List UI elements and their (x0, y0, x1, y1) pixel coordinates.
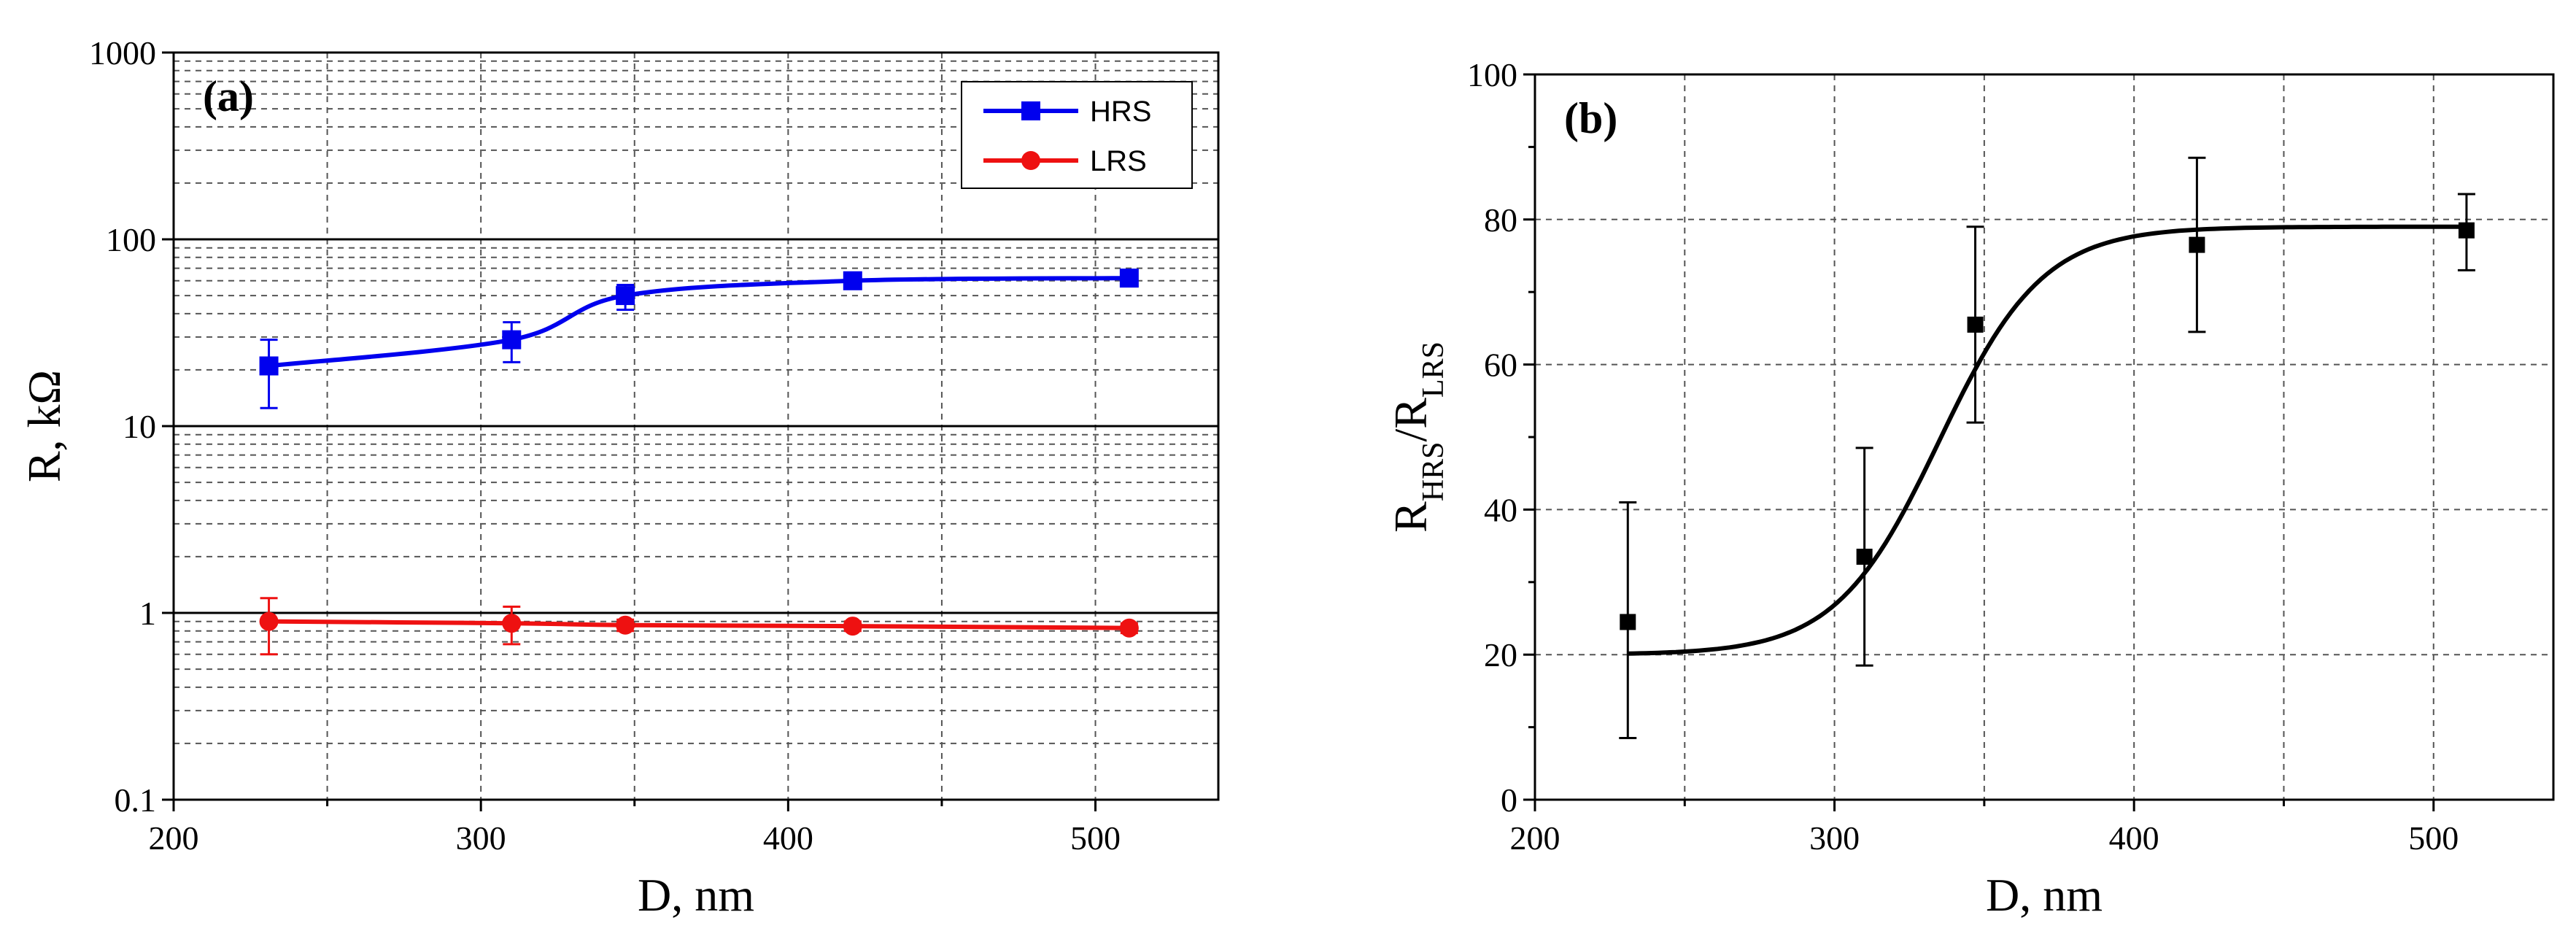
panel-b-ylabel-main: R (1385, 501, 1436, 533)
panel-a-label: (a) (203, 72, 254, 120)
panel-b-xtick-label: 200 (1510, 819, 1560, 857)
panel-a-lrs-point (616, 615, 635, 635)
panel-b-ytick-label: 20 (1484, 636, 1517, 673)
panel-a-xtick-label: 300 (456, 819, 506, 857)
panel-a-lrs-point (502, 614, 522, 633)
panel-a-hrs-point (502, 330, 522, 350)
panel-a-hrs-point (843, 271, 862, 290)
panel-a-lrs-point (1119, 618, 1139, 638)
panel-a-ytick-label: 0.1 (115, 781, 157, 819)
panel-a-legend: HRS LRS (961, 81, 1193, 189)
panel-a-ytick-label: 1 (139, 595, 156, 632)
panel-b-xtick-label: 400 (2109, 819, 2159, 857)
panel-b-ytick-label: 80 (1484, 201, 1517, 239)
legend-hrs-marker (1021, 101, 1040, 120)
panel-a-hrs-point (259, 356, 279, 376)
panel-a-curves (268, 276, 1129, 630)
panel-b-curves (1628, 224, 2467, 656)
panel-b-grid (1535, 74, 2553, 800)
panel-a: 200 300 400 500 0.1 1 10 100 1000 (a) D, nm R, k… (18, 34, 1220, 921)
panel-a-xtick-label: 500 (1070, 819, 1121, 857)
panel-b-r-hrs-r-lrs-point (2189, 236, 2205, 253)
panel-b-label: (b) (1564, 94, 1617, 142)
panel-b-frame (1533, 73, 2555, 801)
panel-b-ylabel-sub-lrs: LRS (1417, 341, 1450, 398)
legend-lrs-label: LRS (1090, 145, 1147, 177)
panel-b-ytick-label: 40 (1484, 491, 1517, 528)
legend-box (961, 81, 1193, 189)
panel-b-xtick-label: 300 (1809, 819, 1860, 857)
panel-a-grid (174, 53, 1218, 800)
panel-a-hrs-point (1119, 269, 1139, 288)
panel-b-r-hrs-r-lrs-point (1856, 549, 1873, 565)
legend-hrs-label: HRS (1090, 96, 1151, 128)
legend-lrs-marker (1021, 151, 1040, 170)
panel-b-xtick-label: 500 (2408, 819, 2459, 857)
panel-b-ytick-label: 100 (1467, 56, 1517, 93)
panel-a-ticks: 200 300 400 500 0.1 1 10 100 1000 (89, 34, 1121, 857)
panel-a-ytick-label: 1000 (89, 34, 156, 72)
panel-b-ticks: 200 300 400 500 0 20 40 60 80 100 (1467, 56, 2459, 857)
panel-b-ylabel: RHRS/RLRS (1385, 341, 1450, 533)
panel-a-ylabel: R, kΩ (18, 370, 70, 482)
panel-b-r-hrs-r-lrs-point (1967, 316, 1984, 333)
panel-a-ytick-label: 10 (123, 408, 156, 445)
panel-b-xlabel: D, nm (1986, 869, 2103, 921)
panel-a-hrs-fit-line (268, 276, 1129, 368)
panel-a-xlabel: D, nm (638, 869, 754, 921)
panel-b-marks (1619, 156, 2475, 740)
panel-a-hrs-point (616, 286, 635, 306)
panel-a-lrs-point (259, 611, 279, 631)
panel-a-xtick-label: 400 (763, 819, 813, 857)
panel-b-r-hrs-r-lrs-point (1620, 614, 1636, 630)
panel-b: 200 300 400 500 0 20 40 60 80 100 (b) D, nm RHRS/… (1385, 56, 2555, 921)
panel-b-r-hrs-r-lrs-point (2458, 222, 2475, 239)
panel-a-lrs-fit-line (268, 619, 1129, 630)
panel-b-ylabel-mid: /R (1385, 398, 1436, 442)
panel-a-xtick-label: 200 (149, 819, 199, 857)
panel-b-ylabel-sub-hrs: HRS (1417, 442, 1450, 502)
panel-a-lrs-point (843, 617, 862, 636)
panel-b-r-hrs-r-lrs-fit-line (1628, 224, 2467, 656)
panel-b-ytick-label: 60 (1484, 347, 1517, 384)
panel-b-ytick-label: 0 (1501, 781, 1517, 819)
panel-a-ytick-label: 100 (106, 221, 156, 258)
panel-a-marks (259, 269, 1139, 656)
